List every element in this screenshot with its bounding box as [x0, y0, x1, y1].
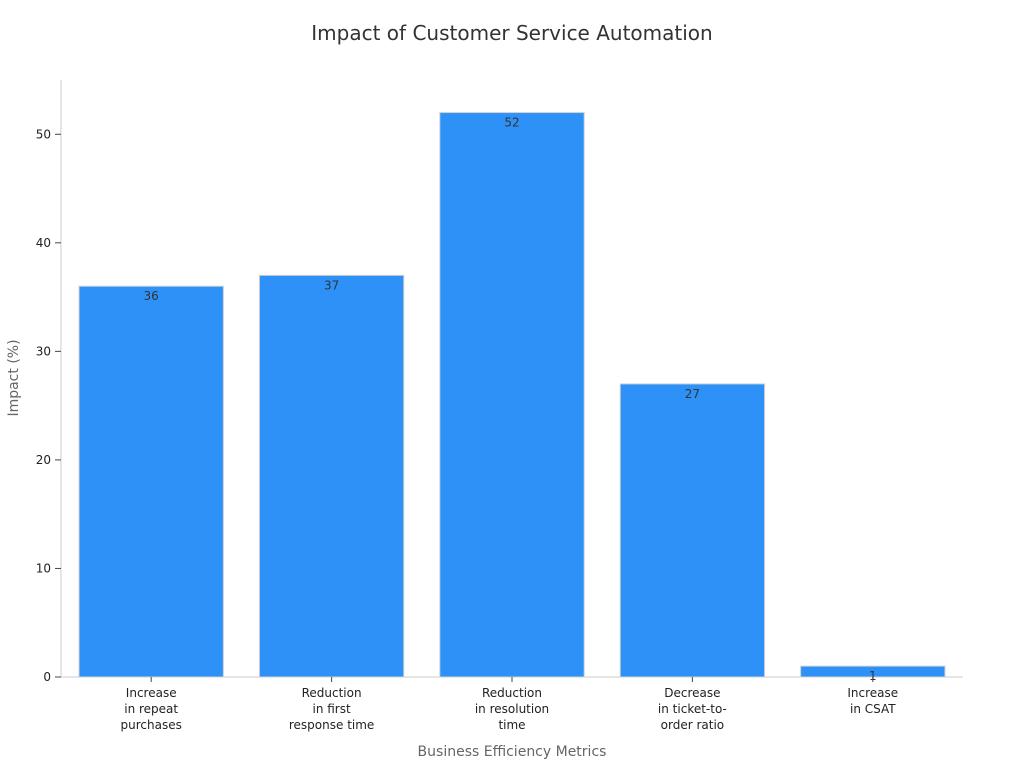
bar: [78, 285, 224, 678]
y-tick-label: 50: [36, 127, 51, 141]
data-label: 36: [144, 289, 159, 303]
y-axis-title: Impact (%): [6, 339, 22, 416]
data-label: 1: [869, 669, 877, 683]
bar: [439, 112, 585, 678]
x-tick-label-line: in ticket-to-: [658, 702, 727, 716]
x-tick-label: Reduction in first response time: [289, 686, 374, 732]
x-tick-label-line: Reduction: [302, 686, 362, 700]
x-tick-label-line: Increase: [847, 686, 898, 700]
x-tick-label: Increase in CSAT: [847, 686, 898, 716]
x-tick-label: Decrease in ticket-to-order ratio: [658, 686, 727, 732]
bar: [619, 383, 766, 678]
x-tick-label-line: Reduction: [482, 686, 542, 700]
x-tick-label-line: in first: [312, 702, 350, 716]
y-tick-label: 40: [36, 236, 51, 250]
x-tick-label-line: in repeat: [124, 702, 178, 716]
chart-title: Impact of Customer Service Automation: [311, 21, 712, 45]
x-tick-label-line: purchases: [121, 718, 182, 732]
x-tick-label: Increase in repeat purchases: [121, 686, 182, 732]
x-tick-label-line: response time: [289, 718, 374, 732]
y-tick-label: 10: [36, 561, 51, 575]
data-label: 37: [324, 278, 339, 292]
x-tick-label-line: in resolution: [475, 702, 549, 716]
y-tick-label: 0: [43, 670, 51, 684]
y-tick-label: 20: [36, 453, 51, 467]
plot-area: 0 10 20 30 40 50 36 Increase in repeat purchases 3…: [36, 80, 963, 732]
data-label: 27: [685, 387, 700, 401]
x-tick-label-line: Decrease: [664, 686, 720, 700]
x-tick-label: Reduction in resolution time: [475, 686, 549, 732]
x-tick-label-line: order ratio: [661, 718, 724, 732]
x-axis-title: Business Efficiency Metrics: [418, 744, 607, 760]
x-tick-label-line: Increase: [126, 686, 177, 700]
y-tick-label: 30: [36, 344, 51, 358]
x-tick-label-line: in CSAT: [850, 702, 896, 716]
bar: [258, 274, 405, 678]
x-tick-label-line: time: [498, 718, 525, 732]
data-label: 52: [504, 116, 519, 130]
